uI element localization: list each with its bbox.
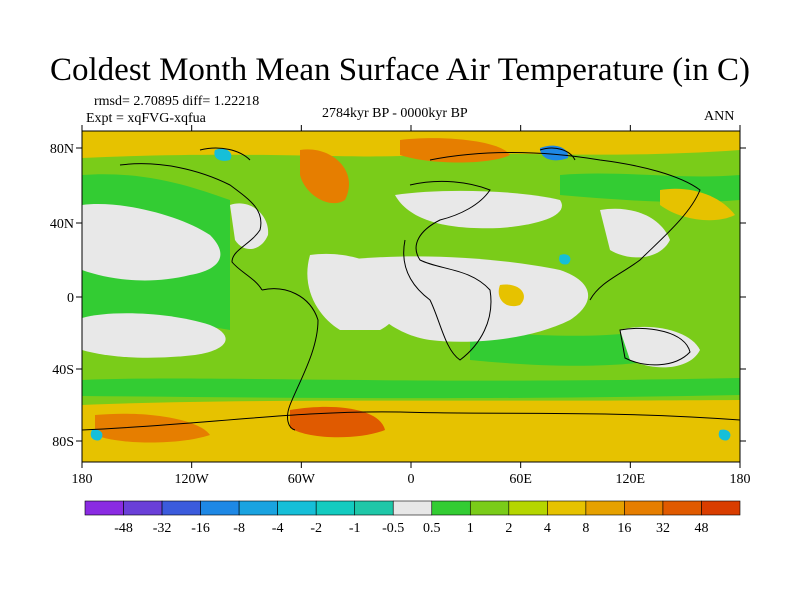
- lat-tick-label: 80S: [52, 435, 74, 450]
- colorbar-label: 48: [694, 521, 708, 536]
- colorbar-label: -2: [310, 521, 322, 536]
- colorbar-label: 1: [467, 521, 474, 536]
- lon-tick-label: 60W: [288, 472, 316, 487]
- lat-tick-label: 40N: [50, 217, 74, 232]
- colorbar-segment: [431, 500, 471, 516]
- colorbar-label: 0.5: [423, 521, 441, 536]
- lat-tick-label: 0: [67, 291, 74, 306]
- colorbar-label: 32: [656, 521, 670, 536]
- figure-title: Coldest Month Mean Surface Air Temperatu…: [50, 52, 750, 88]
- latitude-axis: 80N 40N 0 40S 80S: [50, 142, 746, 450]
- colorbar-label: -48: [114, 521, 133, 536]
- colorbar-segment: [354, 500, 394, 516]
- colorbar-label: 16: [617, 521, 631, 536]
- lon-tick-label: 60E: [509, 472, 532, 487]
- colorbar-label: -16: [191, 521, 210, 536]
- stats-text: rmsd= 2.70895 diff= 1.22218: [94, 94, 260, 109]
- experiment-text: Expt = xqFVG-xqfua: [86, 111, 206, 126]
- colorbar-label: 8: [582, 521, 589, 536]
- colorbar-segment: [547, 500, 587, 516]
- period-text: 2784kyr BP - 0000kyr BP: [322, 106, 468, 121]
- colorbar-segment: [123, 500, 163, 516]
- colorbar-segment: [624, 500, 664, 516]
- colorbar-label: 4: [544, 521, 551, 536]
- colorbar-segment: [469, 500, 510, 516]
- colorbar-segment: [277, 500, 317, 516]
- colorbar-segment: [508, 500, 548, 516]
- colorbar-segment: [200, 500, 240, 516]
- lon-tick-label: 120E: [616, 472, 646, 487]
- coastlines: [82, 147, 740, 431]
- lat-tick-label: 80N: [50, 142, 74, 157]
- lon-tick-label: 180: [72, 472, 93, 487]
- colorbar-segment: [315, 500, 356, 516]
- lon-tick-label: 0: [408, 472, 415, 487]
- colorbar-segment: [161, 500, 201, 516]
- colorbar-label: -1: [349, 521, 361, 536]
- colorbar-segment: [585, 500, 625, 516]
- colorbar-label: -8: [233, 521, 245, 536]
- colorbar-segment: [238, 500, 278, 516]
- temperature-field: [82, 131, 740, 462]
- colorbar-segment: [392, 500, 433, 516]
- colorbar-label: -4: [272, 521, 284, 536]
- colorbar-label: 2: [505, 521, 512, 536]
- colorbar-label: -0.5: [382, 521, 404, 536]
- lon-tick-label: 180: [730, 472, 751, 487]
- colorbar-segment: [662, 500, 702, 516]
- colorbar-label: -32: [153, 521, 172, 536]
- lat-tick-label: 40S: [52, 363, 74, 378]
- colorbar-segment: [84, 500, 124, 516]
- colorbar: -48 -32 -16 -8 -4 -2 -1 -0.5 0.5 1 2 4 8 16 32 48: [84, 500, 741, 536]
- longitude-axis: 180 120W 60W 0 60E 120E 180: [72, 125, 751, 487]
- colorbar-segment: [701, 500, 741, 516]
- lon-tick-label: 120W: [175, 472, 210, 487]
- season-text: ANN: [704, 109, 735, 124]
